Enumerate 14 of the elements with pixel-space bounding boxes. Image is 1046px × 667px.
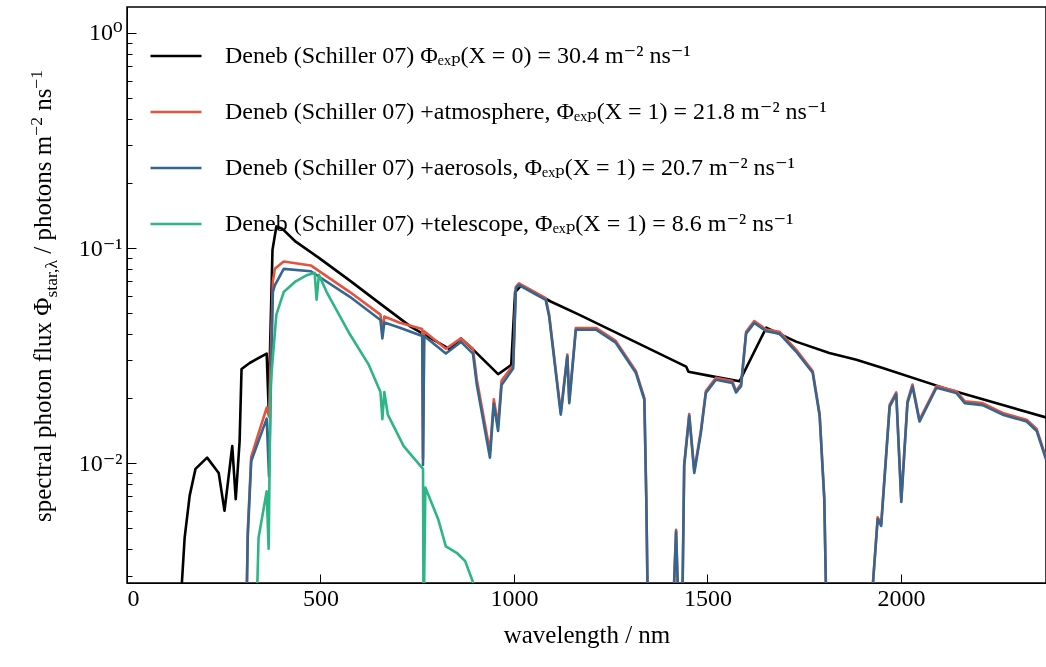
legend-label: Deneb (Schiller 07) Φₑₓₚ(X = 0) = 30.4 m⁻² ns⁻¹ <box>225 42 691 68</box>
y-tick-label: 10⁻² <box>78 449 123 476</box>
y-tick-label: 10⁻¹ <box>78 234 123 261</box>
x-axis-title: wavelength / nm <box>503 620 671 648</box>
line-series <box>256 271 475 583</box>
legend-label: Deneb (Schiller 07) +telescope, Φₑₓₚ(X = 1) = 8.6 m⁻² ns⁻¹ <box>225 210 794 236</box>
x-tick-label: 1000 <box>490 584 539 611</box>
x-tick-label: 0 <box>127 584 140 611</box>
legend-label: Deneb (Schiller 07) +atmosphere, Φₑₓₚ(X = 1) = 21.8 m⁻² ns⁻¹ <box>225 98 827 124</box>
legend-label: Deneb (Schiller 07) +aerosols, Φₑₓₚ(X = 1) = 20.7 m⁻² ns⁻¹ <box>225 154 795 180</box>
x-tick-label: 500 <box>302 584 339 611</box>
x-tick-label: 1500 <box>683 584 732 611</box>
x-tick-label: 2000 <box>877 584 926 611</box>
y-tick-label: 10⁰ <box>88 19 123 46</box>
